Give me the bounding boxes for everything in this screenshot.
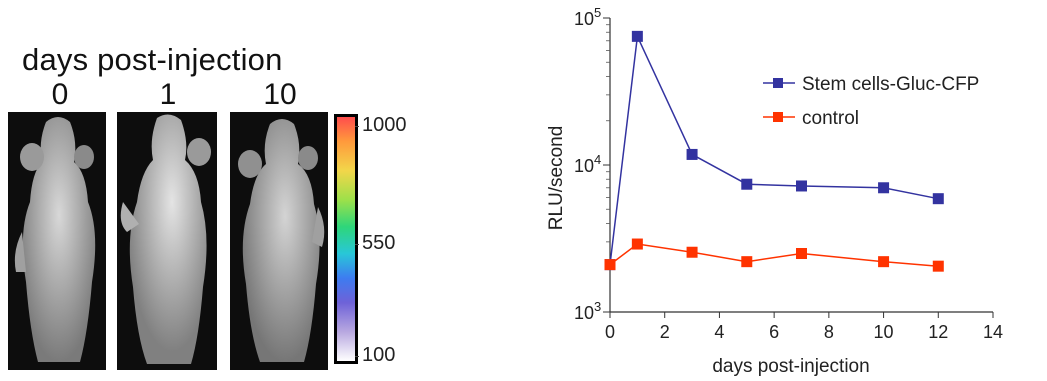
data-point [741, 178, 753, 190]
data-point [631, 238, 643, 250]
day-label-0: 0 [51, 78, 69, 111]
legend-label: Stem cells-Gluc-CFP [802, 74, 979, 95]
data-point [932, 260, 944, 272]
legend-swatch-marker [773, 112, 783, 122]
mouse-silhouette-icon [238, 119, 325, 362]
day-label-10: 10 [263, 78, 297, 111]
luminescence-chart-panel: 0 2 4 6 8 10 12 14 103 104 105 Stem cells-Gluc-CFP… [520, 0, 1047, 381]
data-point [631, 30, 643, 42]
x-tick-label: 8 [824, 322, 834, 342]
data-point [932, 193, 944, 205]
data-point [741, 256, 753, 268]
chart-axes: 0 2 4 6 8 10 12 14 103 104 105 [574, 5, 1003, 342]
colorbar-label-mid: 550 [362, 232, 396, 254]
x-tick-label: 2 [660, 322, 670, 342]
series-line-0 [609, 33, 939, 265]
data-point [686, 246, 698, 258]
x-tick-label: 6 [769, 322, 779, 342]
mouse-silhouette-icon [120, 114, 211, 364]
imaging-heading: days post-injection [22, 42, 283, 77]
data-point [878, 256, 890, 268]
day-label-1: 1 [159, 78, 177, 111]
x-tick-label: 14 [983, 322, 1003, 342]
colorbar-label-max: 1000 [362, 114, 407, 136]
y-tick-label: 105 [574, 5, 601, 29]
y-tick-label: 103 [574, 299, 601, 323]
x-tick-label: 12 [928, 322, 948, 342]
x-tick-label: 0 [605, 322, 615, 342]
luminescence-chart: 0 2 4 6 8 10 12 14 103 104 105 Stem cells-Gluc-CFP… [546, 5, 1003, 377]
x-tick-label: 4 [714, 322, 724, 342]
data-point [878, 182, 890, 194]
colorbar-tick [355, 356, 359, 357]
y-axis-label: RLU/second [546, 126, 567, 231]
colorbar-tick [355, 126, 359, 127]
legend-swatch-marker [773, 78, 783, 88]
data-point [686, 148, 698, 160]
colorbar-tick [355, 244, 359, 245]
colorbar-label-min: 100 [362, 344, 396, 366]
chart-series [604, 30, 944, 272]
legend-label: control [802, 108, 859, 129]
mouse-image-day-0 [8, 112, 106, 370]
mouse-image-day-1 [117, 112, 217, 370]
luminescence-colorbar [334, 114, 358, 364]
y-tick-label: 104 [574, 152, 601, 176]
chart-legend: Stem cells-Gluc-CFP control [763, 74, 979, 129]
data-point [604, 259, 616, 271]
mouse-silhouette-icon [14, 117, 96, 362]
imaging-panel: days post-injection 0 1 10 1000 [0, 0, 420, 381]
data-point [796, 248, 807, 260]
x-axis-label: days post-injection [712, 356, 869, 377]
x-tick-label: 10 [874, 322, 894, 342]
data-point [796, 180, 807, 192]
mouse-image-day-10 [230, 112, 328, 370]
